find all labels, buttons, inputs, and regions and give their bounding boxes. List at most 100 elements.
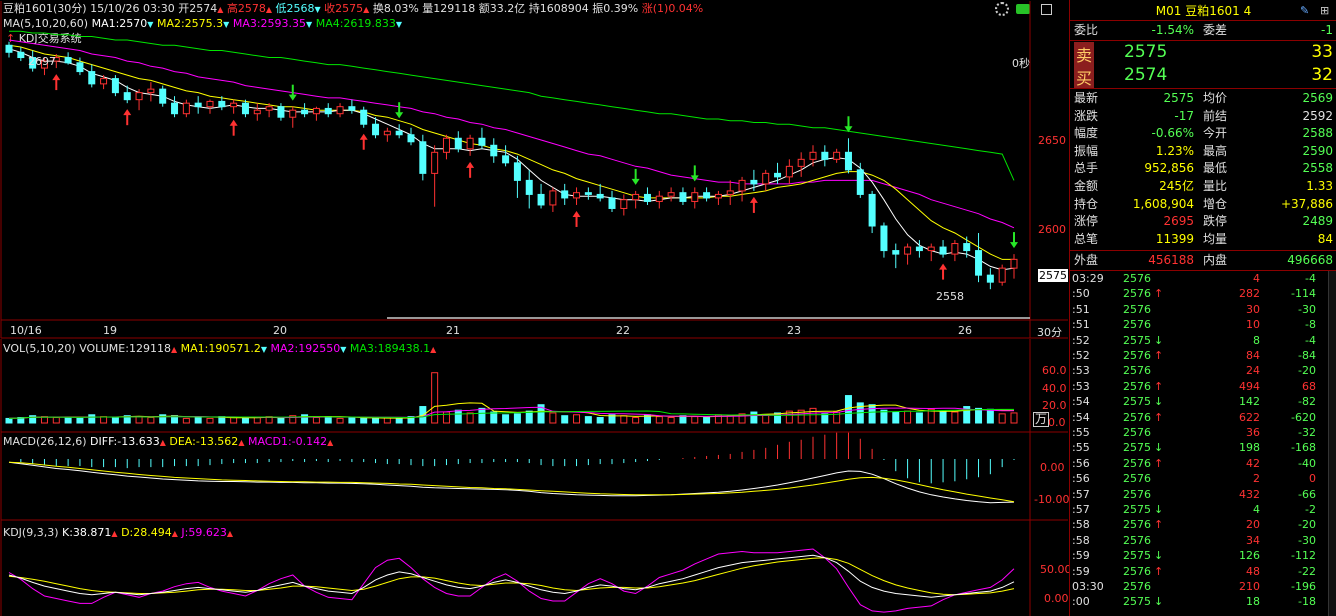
ma-line-ma1 [8, 48, 1015, 271]
price-chart[interactable] [0, 0, 1068, 340]
tick-direction: ↑ [1154, 410, 1164, 424]
macd-axis-neg10: -10.00 [1034, 493, 1070, 506]
candle-body [289, 109, 297, 118]
candle-body [194, 102, 202, 108]
tick-list[interactable]: 03:29 2576 4 -4:50 2576 ↑ 282 -114:51 2576 30 -30:… [1070, 271, 1330, 616]
candle-body [939, 246, 947, 255]
chart-type-icon[interactable]: ⊞ [1320, 4, 1330, 17]
settings-icon[interactable] [995, 2, 1009, 16]
tick-scrollbar[interactable] [1328, 271, 1336, 616]
tick-time: :55 [1072, 426, 1090, 439]
up-arrow-icon: ↑ [6, 32, 16, 45]
price-axis-2650: 2650 [1038, 134, 1066, 147]
chart-area[interactable]: 豆粕1601(30分) 15/10/26 03:30 开2574▲ 高2578▲… [0, 0, 1072, 616]
tick-price: 2576 [1123, 410, 1151, 424]
kdj-trade-legend: ↑ KDJ交易系统 [6, 32, 82, 45]
candle-body [691, 192, 699, 202]
tick-price: 2575 [1123, 441, 1151, 455]
tick-direction: ↑ [1154, 564, 1164, 578]
open-value: 开2574 [178, 2, 218, 15]
volume-bar [927, 408, 935, 424]
quote-label: 跌停 [1203, 214, 1228, 229]
candle-body [844, 151, 852, 171]
candle-body [963, 243, 971, 252]
candle-body [951, 243, 959, 255]
macd-axis-0: 0.00 [1040, 461, 1065, 474]
quote-header: 豆粕1601(30分) 15/10/26 03:30 开2574▲ 高2578▲… [3, 2, 703, 16]
volume-bar [111, 417, 119, 424]
ma-line-ma2 [8, 44, 1014, 260]
volume-bar [5, 417, 13, 424]
candle-body [726, 190, 734, 195]
tick-change: -168 [1291, 441, 1316, 455]
kdj-legend: KDJ(9,3,3) K:38.871▲ D:28.494▲ J:59.623▲ [3, 526, 233, 540]
candle-body [40, 60, 48, 69]
tick-volume: 10 [1246, 318, 1260, 332]
expand-icon[interactable] [1041, 3, 1052, 15]
position-value: 持1608904 [528, 2, 589, 15]
tick-price: 2576 [1123, 472, 1151, 486]
candle-body [1010, 258, 1018, 269]
macd-diff: DIFF:-13.633 [90, 435, 160, 448]
volume-chart[interactable] [0, 339, 1068, 433]
volume-bar [88, 414, 96, 424]
quote-row: 总手 952,856 最低 2558 [1070, 160, 1336, 176]
candle-body [714, 193, 722, 199]
kdj-k-line [8, 554, 1015, 598]
change-value: 涨(1)0.04% [641, 2, 704, 15]
candle-body [868, 193, 876, 227]
tick-price: 2576 [1123, 318, 1151, 332]
candle-body [265, 106, 273, 111]
quote-label: 持仓 [1074, 196, 1099, 211]
quote-label: 幅度 [1074, 126, 1099, 141]
volume-bar [762, 414, 770, 424]
buy-signal-arrow-head [749, 196, 758, 203]
tick-change: -30 [1298, 533, 1316, 547]
volume-bar [549, 412, 557, 424]
amplitude-value: 振0.39% [592, 2, 639, 15]
tick-time: :56 [1072, 472, 1090, 486]
candle-body [750, 179, 758, 185]
candle-body [135, 92, 143, 101]
quote-value: 2558 [1302, 161, 1333, 176]
tick-row: :54 2575 ↓ 142 -82 [1070, 395, 1320, 408]
volume-bar [726, 415, 734, 424]
volume-bar [632, 417, 640, 424]
volume-bar [454, 409, 462, 424]
tick-time: :59 [1072, 564, 1090, 578]
volume-bar [975, 407, 983, 424]
candle-body [927, 246, 935, 252]
tick-direction: ↑ [1154, 456, 1164, 470]
macd-chart[interactable] [0, 432, 1068, 521]
ma-line-ma3 [8, 39, 1015, 229]
volume-bar [40, 416, 48, 424]
candle-body [856, 169, 864, 195]
bar-datetime: 15/10/26 03:30 [90, 2, 175, 15]
tick-row: 03:30 2576 210 -196 [1070, 580, 1320, 593]
low-label: 2558 [936, 290, 964, 303]
candle-body [372, 123, 380, 136]
signal-icon[interactable] [1015, 4, 1030, 14]
volume-legend: VOL(5,10,20) VOLUME:129118▲ MA1:190571.2… [3, 342, 436, 356]
candle-body [76, 62, 84, 73]
volume-bar [525, 410, 533, 424]
buy-row[interactable]: 买 2574 32 [1070, 65, 1336, 89]
volume-bar [442, 411, 450, 424]
kdj-chart[interactable] [0, 521, 1068, 616]
volume-bar [241, 417, 249, 424]
tick-change: -20 [1298, 364, 1316, 378]
tool-icon[interactable]: ✎ [1300, 4, 1310, 17]
quote-row: 金额 245亿 量比 1.33 [1070, 178, 1336, 194]
tick-row: :53 2576 24 -20 [1070, 364, 1320, 378]
tick-direction: ↑ [1154, 287, 1164, 301]
sell-row[interactable]: 卖 2575 33 [1070, 42, 1336, 66]
volume-bar [573, 414, 581, 424]
candle-body [785, 165, 793, 178]
candle-body [738, 179, 746, 192]
volume-bar [844, 395, 852, 424]
ma3-value: MA3:2593.35 [232, 17, 307, 30]
sell-signal-arrow-head [690, 175, 699, 182]
date-label-26: 26 [958, 324, 972, 337]
buy-signal-arrow-head [359, 133, 368, 140]
candle-body [100, 78, 108, 85]
